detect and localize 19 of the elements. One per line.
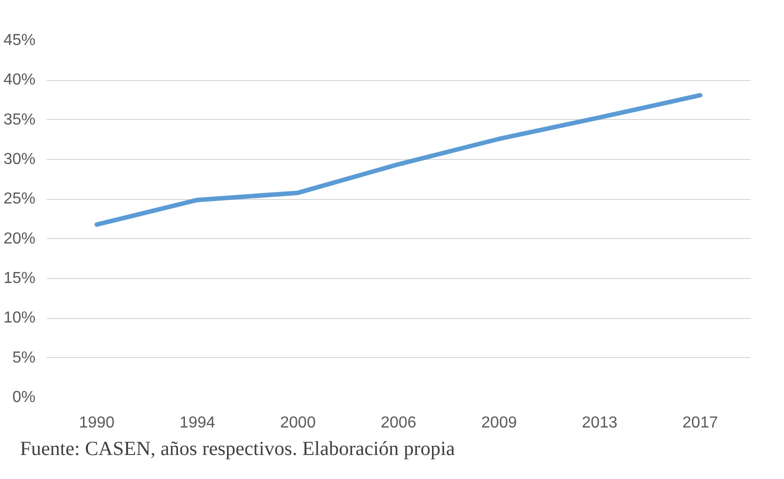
y-tick-label: 25%	[3, 190, 36, 208]
x-tick-label: 2000	[280, 414, 316, 432]
y-tick-label: 45%	[3, 32, 36, 49]
y-tick-label: 5%	[12, 349, 36, 366]
x-tick-label: 1990	[78, 414, 115, 432]
x-tick-label: 1994	[180, 414, 216, 432]
x-tick-label: 2017	[682, 414, 718, 432]
x-tick-label: 2006	[380, 414, 416, 432]
x-tick-label: 2013	[582, 414, 618, 432]
y-tick-label: 10%	[3, 310, 36, 327]
y-tick-label: 0%	[12, 389, 36, 406]
x-tick-label: 2009	[481, 414, 517, 432]
y-tick-label: 15%	[3, 270, 36, 287]
y-tick-label: 30%	[3, 151, 36, 168]
line-series	[94, 92, 702, 227]
y-tick-label: 35%	[3, 111, 36, 128]
y-tick-label: 40%	[3, 72, 36, 89]
source-note: Fuente: CASEN, años respectivos. Elaboración propia	[20, 437, 455, 462]
y-tick-label: 20%	[3, 230, 36, 248]
